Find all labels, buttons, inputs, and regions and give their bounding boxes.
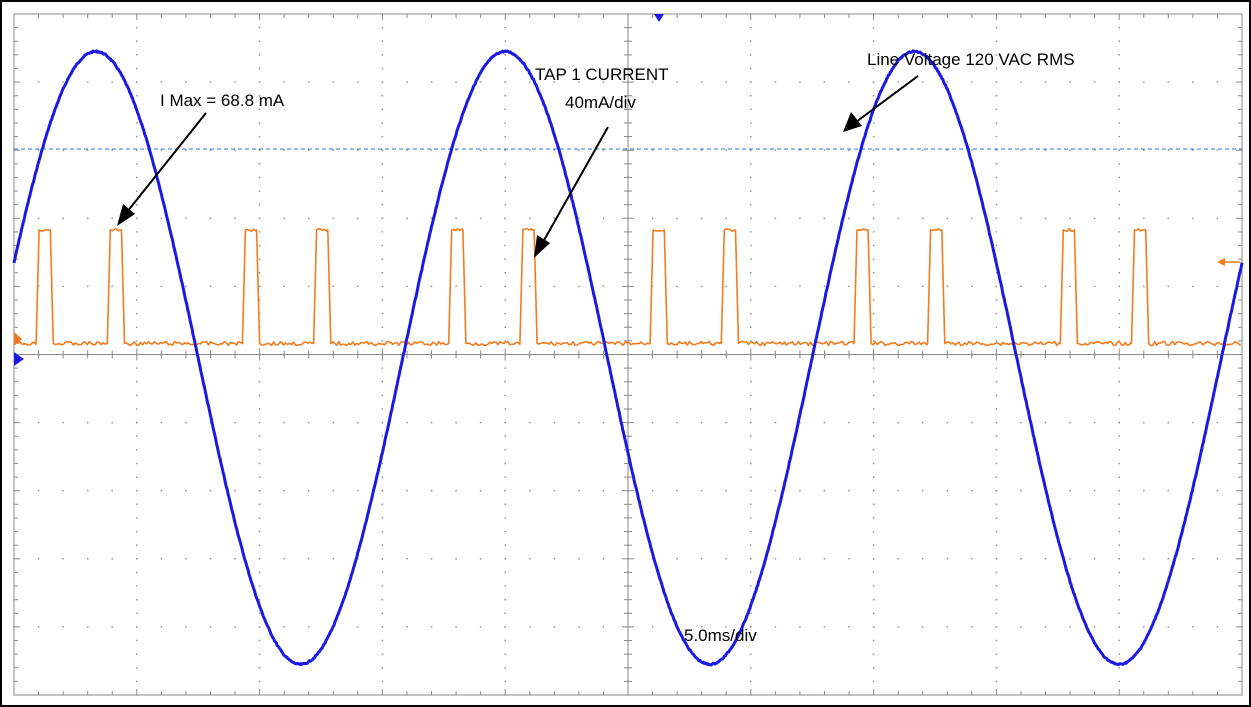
tap-current-scale: 40mA/div bbox=[565, 93, 636, 112]
current-channel-marker bbox=[14, 332, 22, 346]
tap-1-current-trace bbox=[13, 227, 1242, 347]
tap-current-title: TAP 1 CURRENT bbox=[535, 65, 669, 84]
tap-current-arrow bbox=[534, 126, 609, 258]
timebase-label: 5.0ms/div bbox=[684, 626, 757, 645]
imax-label: I Max = 68.8 mA bbox=[160, 91, 285, 110]
voltage-channel-marker bbox=[14, 352, 24, 366]
trigger-position-marker bbox=[654, 14, 664, 22]
center-axes bbox=[13, 13, 1243, 696]
imax-arrow bbox=[117, 112, 207, 226]
line-voltage-trace bbox=[12, 49, 1244, 667]
trigger-level-arrow bbox=[1217, 258, 1240, 266]
line-voltage-arrow bbox=[843, 75, 919, 132]
line-voltage-label: Line Voltage 120 VAC RMS bbox=[867, 50, 1075, 69]
